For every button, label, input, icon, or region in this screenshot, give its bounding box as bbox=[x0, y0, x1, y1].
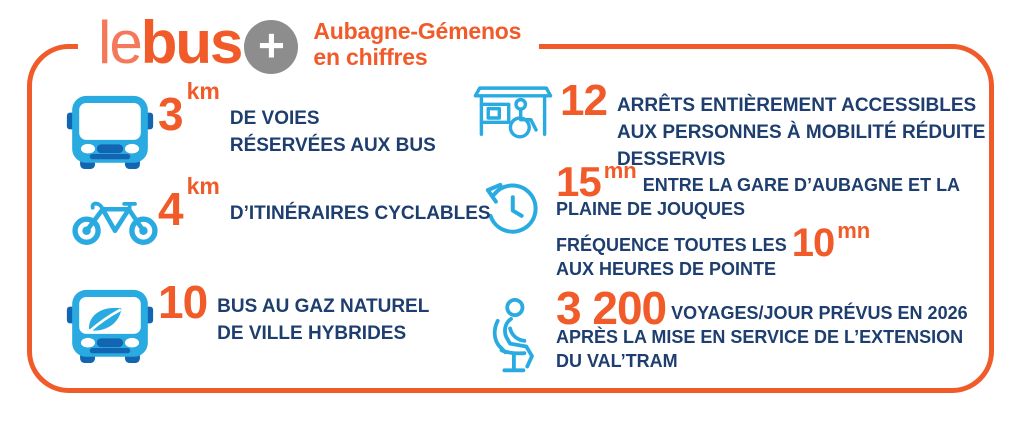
frequency-value: 10 bbox=[791, 221, 835, 265]
stat-label-line: DE VOIES bbox=[229, 108, 320, 129]
stat-label-line: BUS AU GAZ NATUREL bbox=[217, 296, 430, 317]
stat-unit: km bbox=[186, 173, 220, 199]
stat-value: 10 bbox=[158, 276, 208, 328]
frequency-text: FRÉQUENCE TOUTES LES 10 mn AUX HEURES DE … bbox=[556, 219, 980, 281]
stat-label-line: PLAINE DE JOUQUES bbox=[556, 199, 746, 219]
stat-travel-time: 15 mnENTRE LA GARE D’AUBAGNE ET LA PLAINE… bbox=[556, 159, 980, 281]
plus-glyph: + bbox=[257, 19, 285, 71]
stat-label: ARRÊTS ENTIÈREMENT ACCESSIBLES AUX PERSO… bbox=[617, 80, 985, 173]
plus-icon: + bbox=[244, 19, 299, 74]
stat-value: 3 bbox=[158, 88, 184, 140]
stat-label-line: APRÈS LA MISE EN SERVICE DE L’EXTENSION bbox=[556, 327, 964, 347]
stat-label-line: DESSERVIS bbox=[616, 149, 726, 170]
stat-bus-lanes: 3 km DE VOIES RÉSERVÉES AUX BUS bbox=[158, 78, 436, 159]
stat-label-line: ARRÊTS ENTIÈREMENT ACCESSIBLES bbox=[616, 95, 977, 116]
seated-passenger-icon bbox=[482, 297, 542, 377]
bicycle-icon bbox=[72, 194, 158, 246]
stat-label: DE VOIES RÉSERVÉES AUX BUS bbox=[230, 93, 436, 159]
stat-label-line: D’ITINÉRAIRES CYCLABLES bbox=[229, 203, 491, 224]
stat-unit: mn bbox=[603, 158, 637, 183]
frequency-unit: mn bbox=[837, 218, 871, 243]
stat-cycle-routes: 4 km D’ITINÉRAIRES CYCLABLES bbox=[158, 173, 491, 235]
logo-le: le bbox=[98, 9, 143, 76]
daily-trips-text: 3 200 VOYAGES/JOUR PRÉVUS EN 2026 APRÈS … bbox=[556, 285, 986, 373]
page-title: Aubagne-Gémenos en chiffres bbox=[313, 18, 521, 70]
stat-label: BUS AU GAZ NATUREL DE VILLE HYBRIDES bbox=[217, 281, 429, 347]
clock-history-icon bbox=[479, 175, 543, 239]
stat-value: 3 200 bbox=[556, 282, 667, 334]
stat-daily-trips: 3 200 VOYAGES/JOUR PRÉVUS EN 2026 APRÈS … bbox=[556, 285, 986, 373]
logo: le bus + Aubagne-Gémenos en chiffres bbox=[78, 8, 540, 78]
stat-value: 15 bbox=[556, 158, 602, 205]
stat-gnv-buses: 10 BUS AU GAZ NATUREL DE VILLE HYBRIDES bbox=[158, 276, 429, 347]
bus-icon bbox=[66, 92, 154, 172]
stat-label-line: DU VAL’TRAM bbox=[556, 351, 678, 371]
title-line1: Aubagne-Gémenos bbox=[313, 18, 522, 44]
hybrid-bus-leaf-icon bbox=[66, 286, 154, 366]
stat-accessible-stops: 12 ARRÊTS ENTIÈREMENT ACCESSIBLES AUX PE… bbox=[560, 76, 985, 173]
stat-value: 12 bbox=[560, 76, 608, 125]
stat-label-line: FRÉQUENCE TOUTES LES bbox=[556, 235, 787, 255]
logo-bus: bus bbox=[140, 9, 244, 76]
stat-label-line: AUX HEURES DE POINTE bbox=[556, 259, 777, 279]
stat-label-line: VOYAGES/JOUR PRÉVUS EN 2026 bbox=[671, 303, 968, 323]
travel-time-text: 15 mnENTRE LA GARE D’AUBAGNE ET LA PLAINE… bbox=[556, 159, 980, 221]
accessible-bus-stop-icon bbox=[472, 82, 554, 154]
stat-label-line: RÉSERVÉES AUX BUS bbox=[229, 135, 436, 156]
title-line2: en chiffres bbox=[313, 44, 428, 70]
stat-label-line: DE VILLE HYBRIDES bbox=[217, 323, 407, 344]
stat-label-line: ENTRE LA GARE D’AUBAGNE ET LA bbox=[642, 175, 961, 195]
stat-label: D’ITINÉRAIRES CYCLABLES bbox=[230, 188, 491, 227]
stat-label-line: AUX PERSONNES À MOBILITÉ RÉDUITE bbox=[616, 122, 986, 143]
stat-value: 4 bbox=[158, 183, 184, 235]
stat-unit: km bbox=[186, 78, 220, 104]
